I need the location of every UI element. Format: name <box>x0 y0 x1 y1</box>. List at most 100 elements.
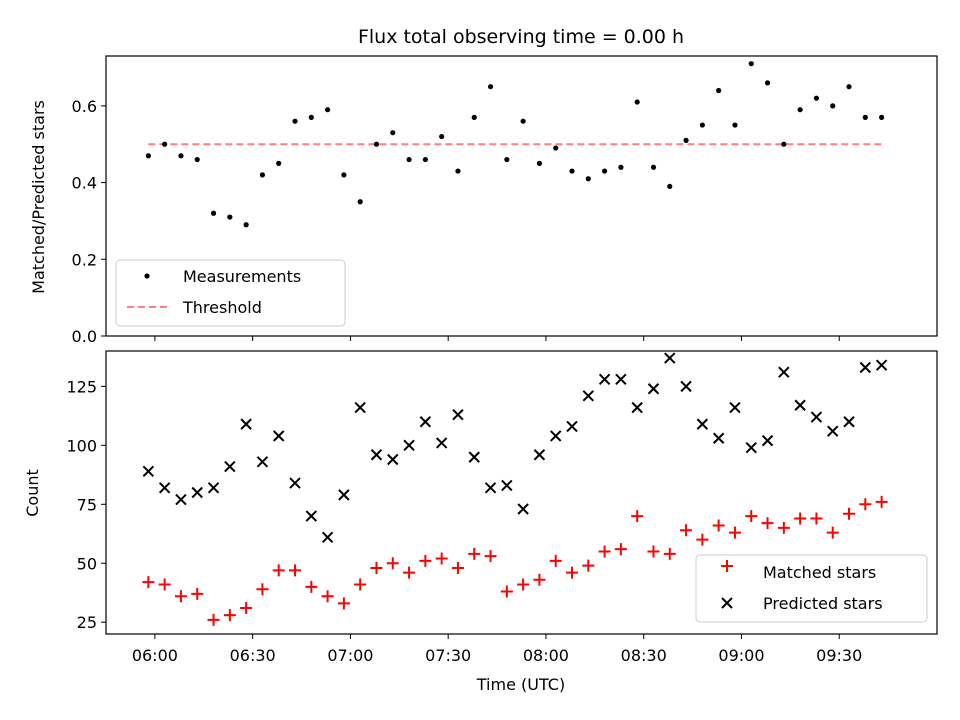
matched-star-point <box>484 550 497 563</box>
measurement-point <box>634 99 640 105</box>
matched-star-point <box>777 521 790 534</box>
measurement-point <box>145 153 151 159</box>
matched-star-point <box>403 566 416 579</box>
measurement-point <box>520 118 526 124</box>
predicted-star-point <box>256 456 269 468</box>
matched-stars-legend-marker <box>721 560 733 572</box>
measurement-point <box>862 114 868 120</box>
predicted-star-point <box>664 352 676 364</box>
measurement-point <box>276 160 282 166</box>
predicted-star-point <box>794 399 806 411</box>
matched-star-point <box>272 564 285 577</box>
bottom-x-tick-label: 08:00 <box>523 646 569 665</box>
measurement-point <box>292 118 298 124</box>
matched-star-point <box>354 578 367 591</box>
measurement-point <box>178 153 184 159</box>
measurement-point <box>504 156 510 163</box>
measurement-point <box>357 199 363 205</box>
measurement-point <box>390 130 396 136</box>
top-panel: Flux total observing time = 0.00 h Match… <box>29 26 938 346</box>
bottom-y-ticks: 25 50 75 100 125 <box>66 377 106 632</box>
predicted-star-point <box>517 503 529 515</box>
measurement-point <box>667 183 673 190</box>
measurement-point <box>325 107 331 113</box>
measurement-point <box>716 87 722 94</box>
measurement-point <box>602 168 608 174</box>
top-legend: Measurements Threshold <box>115 259 346 327</box>
matched-star-point <box>761 517 774 530</box>
matched-star-point <box>207 613 220 626</box>
measurement-point <box>210 210 217 216</box>
bottom-y-tick-label: 50 <box>77 554 97 573</box>
bottom-x-tick-label: 09:30 <box>816 646 862 665</box>
matched-star-point <box>631 510 644 523</box>
predicted-star-point <box>289 477 301 489</box>
predicted-star-point <box>875 359 888 371</box>
predicted-star-point <box>647 383 660 395</box>
bottom-x-tick-label: 08:30 <box>621 646 667 665</box>
matched-star-point <box>859 498 872 511</box>
measurement-point <box>879 114 885 120</box>
matched-star-point <box>647 545 660 558</box>
matched-star-point <box>517 578 530 591</box>
matched-star-point <box>174 590 187 603</box>
predicted-star-point <box>761 434 774 447</box>
predicted-star-point <box>158 482 171 494</box>
matched-star-point <box>826 526 839 539</box>
matched-star-point <box>370 561 383 574</box>
matched-star-point <box>566 566 579 579</box>
predicted-star-point <box>370 449 383 461</box>
predicted-stars-legend-label: Predicted stars <box>763 594 883 613</box>
predicted-stars-legend-marker <box>721 597 733 609</box>
measurements-legend-label: Measurements <box>183 267 301 286</box>
predicted-star-point <box>582 390 595 402</box>
matched-star-point <box>223 609 236 622</box>
measurement-points <box>145 61 885 228</box>
predicted-star-point <box>566 420 578 433</box>
matched-star-point <box>191 587 204 600</box>
matched-star-point <box>875 495 888 508</box>
predicted-star-point <box>452 408 464 421</box>
measurement-point <box>308 114 314 120</box>
predicted-star-point <box>843 416 855 428</box>
matched-star-point <box>696 533 709 546</box>
bottom-panel: Count Time (UTC) 25 50 75 100 125 06:00 06:30… <box>23 350 938 694</box>
predicted-star-point <box>321 531 334 544</box>
predicted-star-point <box>712 432 725 444</box>
measurement-point <box>243 222 249 228</box>
matched-stars-points <box>142 495 888 626</box>
measurement-point <box>373 141 380 147</box>
predicted-star-point <box>207 482 220 494</box>
predicted-star-point <box>305 510 318 522</box>
top-y-ticks: 0.0 0.2 0.4 0.6 <box>72 97 106 346</box>
measurement-point <box>406 156 412 163</box>
predicted-star-point <box>403 439 415 452</box>
matched-star-point <box>337 597 350 610</box>
measurement-point <box>618 164 624 170</box>
predicted-star-point <box>778 366 790 378</box>
predicted-star-point <box>680 380 692 393</box>
matched-star-point <box>598 545 611 558</box>
bottom-legend-box <box>695 554 928 623</box>
predicted-star-point <box>696 418 709 430</box>
matched-star-point <box>386 557 399 570</box>
top-y-tick-label: 0.6 <box>72 97 97 116</box>
matched-star-point <box>712 519 725 532</box>
measurement-point <box>422 156 428 163</box>
measurement-point <box>797 107 803 113</box>
predicted-star-point <box>240 418 252 430</box>
measurement-point <box>781 141 787 147</box>
matched-star-point <box>142 576 155 589</box>
predicted-star-point <box>338 489 350 501</box>
measurement-point <box>536 160 543 166</box>
measurement-point <box>585 176 591 182</box>
matched-star-point <box>663 547 676 560</box>
bottom-x-tick-label: 07:00 <box>327 646 373 665</box>
predicted-star-point <box>631 401 643 414</box>
bottom-y-tick-label: 125 <box>66 377 97 396</box>
matched-star-point <box>549 554 562 567</box>
predicted-star-point <box>859 361 872 374</box>
matched-star-point <box>451 561 464 574</box>
predicted-star-point <box>175 493 187 506</box>
threshold-legend-label: Threshold <box>182 298 262 317</box>
